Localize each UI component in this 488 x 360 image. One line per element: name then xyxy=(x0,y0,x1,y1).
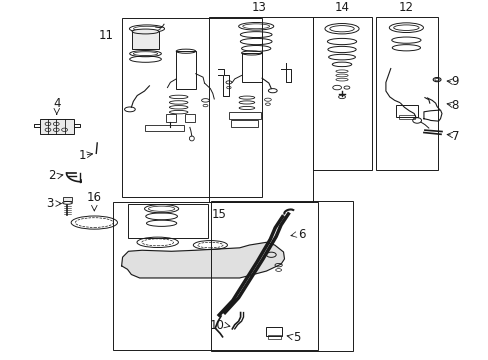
Bar xyxy=(312,17,371,170)
Text: 15: 15 xyxy=(211,208,226,221)
Text: 13: 13 xyxy=(251,1,266,14)
Text: 16: 16 xyxy=(87,191,102,204)
Text: 10: 10 xyxy=(210,319,224,332)
Bar xyxy=(230,121,257,127)
Bar xyxy=(63,197,72,201)
Text: 5: 5 xyxy=(293,331,300,345)
Bar xyxy=(395,105,417,117)
Text: 12: 12 xyxy=(398,1,413,14)
Bar xyxy=(176,51,195,89)
Text: 3: 3 xyxy=(46,197,53,210)
Bar xyxy=(228,112,260,119)
Bar xyxy=(398,114,414,119)
Text: 1: 1 xyxy=(79,149,86,162)
Bar xyxy=(166,113,176,122)
Text: 9: 9 xyxy=(450,75,458,88)
Text: 14: 14 xyxy=(334,1,349,14)
Bar xyxy=(184,113,194,122)
Bar xyxy=(40,119,74,134)
Text: 8: 8 xyxy=(451,99,458,112)
Polygon shape xyxy=(122,242,284,278)
Ellipse shape xyxy=(132,29,159,34)
Text: 11: 11 xyxy=(99,29,114,42)
Bar xyxy=(128,203,207,238)
Text: 4: 4 xyxy=(53,97,61,110)
Bar xyxy=(113,202,317,350)
Bar xyxy=(241,53,262,82)
Bar xyxy=(267,335,280,338)
Bar xyxy=(144,125,183,131)
Text: 7: 7 xyxy=(450,130,458,143)
Text: 2: 2 xyxy=(48,169,55,182)
Bar xyxy=(266,327,282,336)
Bar xyxy=(132,31,159,49)
Text: 6: 6 xyxy=(298,228,305,241)
Bar xyxy=(211,201,352,351)
Bar xyxy=(209,17,312,202)
Bar xyxy=(122,18,261,197)
Bar xyxy=(375,17,437,170)
